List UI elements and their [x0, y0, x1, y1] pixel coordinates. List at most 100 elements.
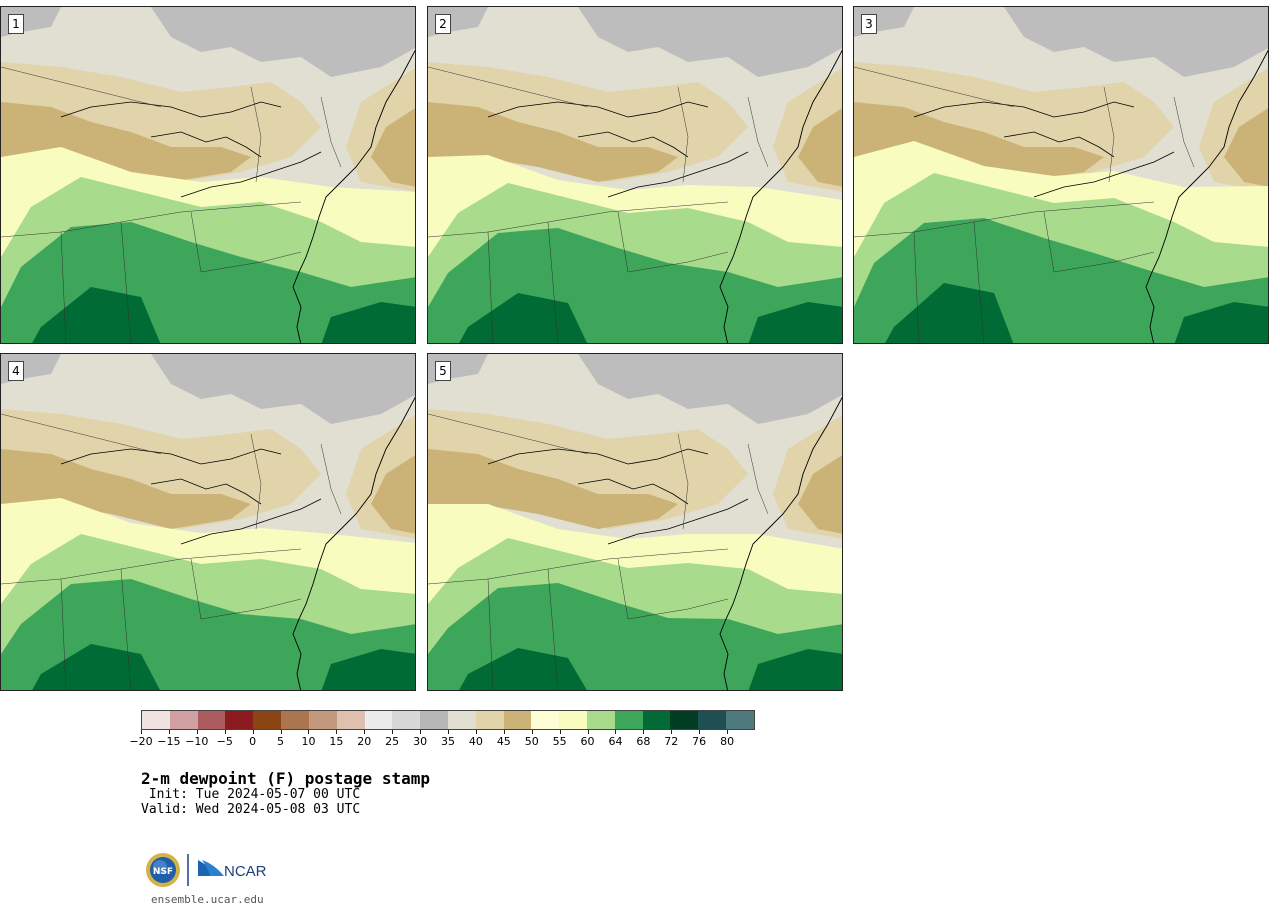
colorbar-swatch — [503, 711, 532, 729]
field-region — [1, 449, 251, 529]
field-region — [32, 287, 161, 343]
colorbar-swatch — [392, 711, 421, 729]
colorbar-tick — [308, 730, 310, 734]
colorbar-tick — [615, 730, 617, 734]
state-line — [854, 66, 1015, 108]
colorbar-tick — [168, 730, 170, 734]
state-line — [60, 231, 67, 343]
coastline — [292, 49, 415, 343]
field-region — [321, 302, 415, 343]
field-region — [854, 102, 1104, 182]
state-line — [913, 231, 920, 343]
colorbar-tick — [336, 730, 338, 734]
colorbar-tick-label: 55 — [552, 735, 567, 748]
colorbar-tick — [559, 730, 561, 734]
panel-1: 1 — [0, 6, 416, 344]
colorbar-tick-label: 20 — [357, 735, 372, 748]
field-region — [428, 102, 678, 182]
state-line — [428, 66, 589, 108]
ncar-logo-icon: NCAR — [198, 860, 267, 880]
field-region — [371, 455, 415, 534]
colorbar-tick-label: 15 — [329, 735, 344, 748]
colorbar-swatch — [642, 711, 671, 729]
great-lakes-outline — [60, 448, 282, 465]
colorbar-tick-label: 45 — [496, 735, 511, 748]
colorbar-swatch — [142, 711, 170, 729]
field-region — [798, 108, 842, 187]
colorbar-tick-label: 10 — [301, 735, 316, 748]
init-time: Init: Tue 2024-05-07 00 UTC — [141, 787, 361, 802]
great-lakes-outline — [913, 101, 1135, 118]
colorbar-tick — [280, 730, 282, 734]
colorbar-swatch — [726, 711, 754, 729]
colorbar-tick-label: 64 — [608, 735, 623, 748]
panel-number: 5 — [435, 361, 451, 381]
colorbar-tick-label: −5 — [216, 735, 233, 748]
colorbar-swatch — [587, 711, 615, 729]
colorbar-swatch — [308, 711, 337, 729]
state-line — [487, 578, 494, 690]
panel-number: 2 — [435, 14, 451, 34]
colorbar-tick-label: 40 — [468, 735, 483, 748]
field-region — [578, 7, 842, 77]
colorbar-swatch — [559, 711, 587, 729]
colorbar-swatch — [531, 711, 560, 729]
coastline — [719, 49, 842, 343]
nsf-logo-text: NSF — [153, 867, 173, 877]
state-line — [747, 96, 769, 168]
state-line — [250, 86, 262, 183]
colorbar-tick-label: 25 — [385, 735, 400, 748]
field-region — [798, 455, 842, 534]
colorbar-tick — [531, 730, 533, 734]
colorbar-tick-label: 60 — [580, 735, 595, 748]
colorbar-tick — [643, 730, 645, 734]
state-line — [428, 201, 729, 238]
great-lakes-outline — [487, 448, 709, 465]
colorbar-tick-label: 72 — [664, 735, 679, 748]
colorbar-swatch — [197, 711, 226, 729]
state-line — [617, 211, 729, 273]
coastline — [1145, 49, 1268, 343]
lake-erie-outline — [1033, 151, 1175, 198]
colorbar-tick — [727, 730, 729, 734]
chart-title: 2-m dewpoint (F) postage stamp — [141, 769, 430, 788]
colorbar-tick-label: 68 — [636, 735, 651, 748]
colorbar-swatch — [475, 711, 504, 729]
state-line — [677, 433, 689, 530]
dewpoint-map — [428, 7, 842, 343]
field-region — [748, 302, 842, 343]
colorbar-tick-label: −20 — [129, 735, 153, 748]
state-line — [120, 568, 132, 690]
colorbar-tick — [448, 730, 449, 734]
colorbar-swatch — [253, 711, 282, 729]
colorbar-tick — [587, 730, 589, 734]
state-line — [854, 201, 1155, 238]
great-lakes-outline — [577, 478, 689, 505]
lake-erie-outline — [607, 498, 749, 545]
lake-erie-outline — [180, 498, 322, 545]
field-region — [428, 449, 678, 529]
state-line — [1, 66, 162, 108]
colorbar-swatch — [225, 711, 254, 729]
state-line — [320, 96, 342, 168]
field-region — [1224, 108, 1268, 187]
dewpoint-map — [1, 7, 415, 343]
panel-3: 3 — [853, 6, 1269, 344]
colorbar-tick — [699, 730, 701, 734]
colorbar-swatch — [614, 711, 643, 729]
colorbar-swatch — [670, 711, 699, 729]
panel-number: 1 — [8, 14, 24, 34]
colorbar-tick — [475, 730, 477, 734]
state-line — [120, 221, 132, 343]
colorbar-tick — [252, 730, 254, 734]
colorbar-tick-label: 35 — [441, 735, 455, 748]
great-lakes-outline — [60, 101, 282, 118]
state-line — [428, 548, 729, 585]
panel-number: 4 — [8, 361, 24, 381]
panel-number: 3 — [861, 14, 877, 34]
state-line — [747, 443, 769, 515]
state-line — [617, 558, 729, 620]
colorbar-tick-label: −15 — [157, 735, 181, 748]
colorbar — [141, 710, 755, 730]
state-line — [190, 558, 302, 620]
